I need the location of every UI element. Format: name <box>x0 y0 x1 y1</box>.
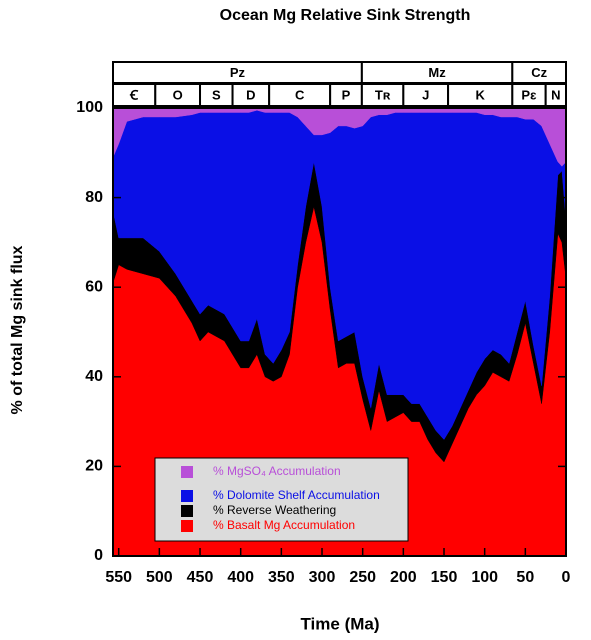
x-tick-label: 150 <box>431 569 458 586</box>
y-tick-label: 0 <box>94 547 103 564</box>
period-label: Pɛ <box>521 87 537 102</box>
legend-swatch <box>181 466 193 478</box>
x-tick-label: 400 <box>227 569 254 586</box>
chart-title: Ocean Mg Relative Sink Strength <box>220 7 471 24</box>
y-axis-label: % of total Mg sink flux <box>9 245 26 414</box>
period-label: Tʀ <box>375 87 391 102</box>
legend-box <box>154 457 409 542</box>
era-label: Cz <box>531 65 547 80</box>
x-tick-label: 500 <box>146 569 173 586</box>
x-tick-label: 450 <box>187 569 214 586</box>
plot-frame <box>112 107 567 557</box>
period-label: K <box>476 87 486 102</box>
era-label: Pz <box>230 65 246 80</box>
period-box <box>544 83 567 107</box>
period-label: C <box>295 87 305 102</box>
legend-label: % Reverse Weathering <box>213 503 336 517</box>
legend-label: % Dolomite Shelf Accumulation <box>213 488 380 502</box>
x-tick-label: 50 <box>516 569 534 586</box>
period-label: S <box>212 87 221 102</box>
era-label: Mz <box>428 65 446 80</box>
y-tick-label: 40 <box>85 368 103 385</box>
period-label: Ꞓ <box>129 87 139 102</box>
period-label: P <box>342 87 351 102</box>
y-tick-label: 60 <box>85 278 103 295</box>
legend-label: % Basalt Mg Accumulation <box>213 518 355 532</box>
x-tick-label: 250 <box>349 569 376 586</box>
period-label: J <box>422 87 429 102</box>
legend-swatch <box>181 505 193 517</box>
period-label: D <box>246 87 255 102</box>
period-label: O <box>173 87 183 102</box>
legend-label: % MgSO₄ Accumulation <box>213 464 341 478</box>
x-axis-label: Time (Ma) <box>300 614 379 633</box>
y-tick-label: 80 <box>85 189 103 206</box>
x-tick-label: 100 <box>471 569 498 586</box>
x-tick-label: 200 <box>390 569 417 586</box>
x-tick-label: 550 <box>105 569 132 586</box>
period-label: N <box>551 87 560 102</box>
x-tick-label: 350 <box>268 569 295 586</box>
y-tick-label: 20 <box>85 458 103 475</box>
x-tick-label: 0 <box>562 569 571 586</box>
x-tick-label: 300 <box>309 569 336 586</box>
y-tick-label: 100 <box>76 99 103 116</box>
legend-swatch <box>181 520 193 532</box>
legend-swatch <box>181 490 193 502</box>
